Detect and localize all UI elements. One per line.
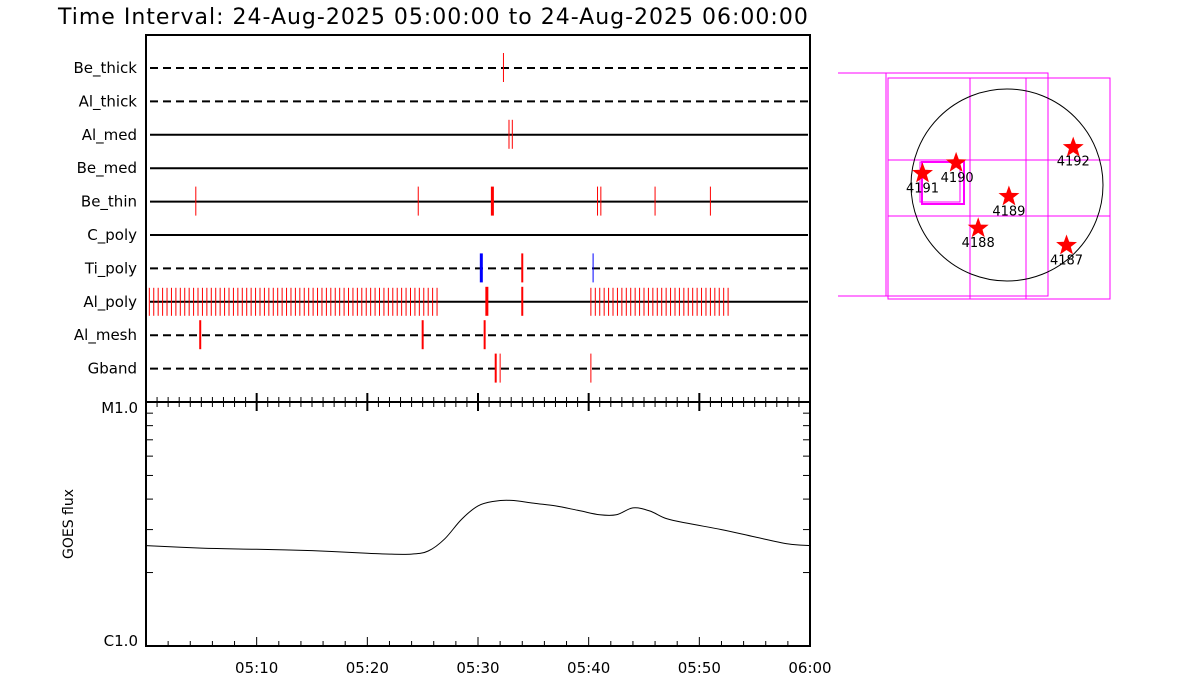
xtick-label-0550: 05:50 <box>678 659 721 677</box>
xtick-label-0520: 05:20 <box>346 659 389 677</box>
solar-limb <box>910 88 1104 282</box>
region-star-4191 <box>912 162 933 183</box>
xtick-label-0600: 06:00 <box>788 659 831 677</box>
goes-frame <box>145 401 811 647</box>
row-label-be-med: Be_med <box>77 159 137 178</box>
goes-flux-curve <box>145 499 811 555</box>
region-star-4187 <box>1056 234 1077 255</box>
ytick-label-top: M1.0 <box>101 399 138 417</box>
fov-outer-2 <box>885 72 1049 297</box>
row-label-al-thick: Al_thick <box>79 92 138 111</box>
xtick-label-0510: 05:10 <box>235 659 278 677</box>
row-label-gband: Gband <box>88 360 137 378</box>
xtick-label-0540: 05:40 <box>567 659 610 677</box>
row-label-be-thin: Be_thin <box>81 193 137 212</box>
region-label-4191: 4191 <box>906 181 939 196</box>
row-label-al-poly: Al_poly <box>83 293 137 312</box>
region-label-4190: 4190 <box>941 171 974 186</box>
timeline-frame <box>145 34 811 403</box>
row-label-ti-poly: Ti_poly <box>84 259 137 278</box>
region-label-4187: 4187 <box>1050 253 1083 268</box>
timeline-panel: Be_thick Al_thick Al_med Be_med Be_thin C_pol… <box>73 34 811 411</box>
fov-outer-1 <box>887 77 1111 300</box>
fov-small-inner <box>919 161 961 203</box>
ytick-label-bottom: C1.0 <box>104 632 138 650</box>
plot-title: Time Interval: 24-Aug-2025 05:00:00 to 2… <box>57 5 809 30</box>
region-label-4188: 4188 <box>962 236 995 251</box>
region-star-4192 <box>1062 136 1084 157</box>
region-label-4189: 4189 <box>992 205 1025 220</box>
row-label-al-med: Al_med <box>82 126 137 145</box>
goes-ylabel: GOES flux <box>61 489 77 559</box>
region-label-4192: 4192 <box>1057 155 1090 170</box>
xtick-label-0530: 05:30 <box>456 659 499 677</box>
region-star-4189 <box>998 185 1020 206</box>
region-star-4188 <box>967 217 989 238</box>
goes-panel: M1.0 C1.0 GOES flux 05:10 05:20 05:30 05:40… <box>61 399 832 677</box>
row-label-al-mesh: Al_mesh <box>74 326 137 345</box>
row-label-c-poly: C_poly <box>87 226 137 245</box>
region-star-4190 <box>945 151 967 172</box>
row-label-be-thick: Be_thick <box>73 59 137 78</box>
